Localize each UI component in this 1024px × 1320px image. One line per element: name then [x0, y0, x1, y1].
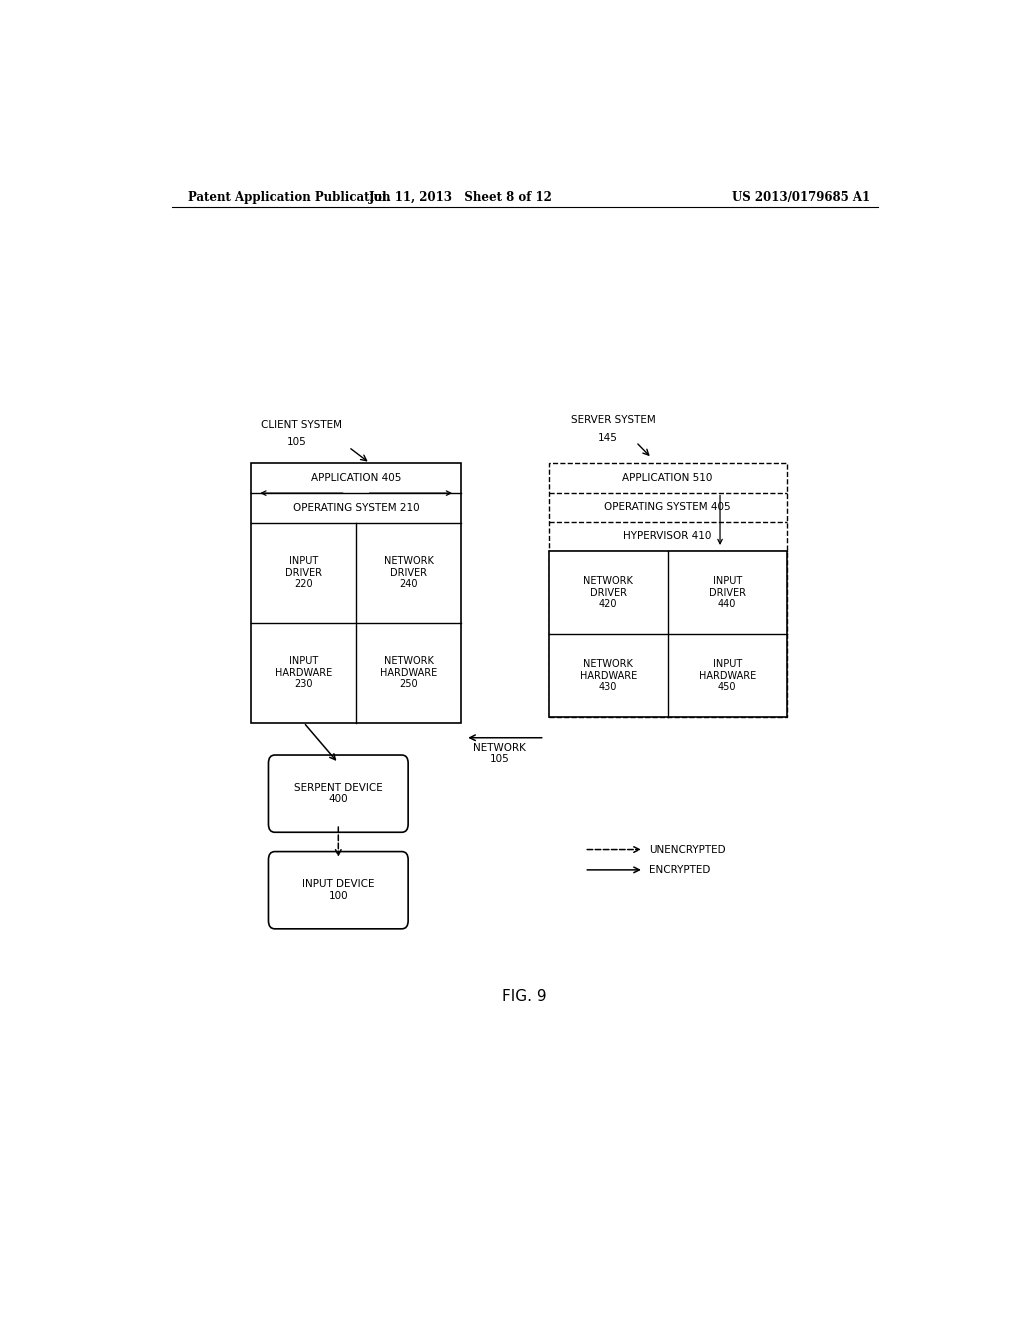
Bar	[549, 463, 786, 718]
Text: UNENCRYPTED: UNENCRYPTED	[649, 845, 726, 854]
Text: INPUT
DRIVER
440: INPUT DRIVER 440	[709, 576, 745, 610]
Text: NETWORK
HARDWARE
430: NETWORK HARDWARE 430	[580, 659, 637, 693]
Text: CLIENT SYSTEM: CLIENT SYSTEM	[261, 420, 342, 430]
FancyBboxPatch shape	[268, 851, 409, 929]
FancyBboxPatch shape	[268, 755, 409, 833]
Text: OPERATING SYSTEM 210: OPERATING SYSTEM 210	[293, 503, 420, 513]
Text: APPLICATION 405: APPLICATION 405	[311, 474, 401, 483]
Text: ENCRYPTED: ENCRYPTED	[649, 865, 711, 875]
Text: NETWORK
DRIVER
240: NETWORK DRIVER 240	[384, 556, 434, 590]
Bar	[549, 550, 786, 718]
Text: NETWORK
DRIVER
420: NETWORK DRIVER 420	[584, 576, 633, 610]
Text: 145: 145	[598, 433, 617, 444]
Text: HYPERVISOR 410: HYPERVISOR 410	[624, 532, 712, 541]
Bar	[251, 463, 461, 722]
Text: APPLICATION 510: APPLICATION 510	[623, 473, 713, 483]
Text: INPUT DEVICE
100: INPUT DEVICE 100	[302, 879, 375, 902]
Text: INPUT
DRIVER
220: INPUT DRIVER 220	[285, 556, 323, 590]
Text: OPERATING SYSTEM 405: OPERATING SYSTEM 405	[604, 502, 731, 512]
Text: NETWORK
105: NETWORK 105	[473, 743, 526, 764]
Text: Jul. 11, 2013   Sheet 8 of 12: Jul. 11, 2013 Sheet 8 of 12	[370, 190, 553, 203]
Text: SERVER SYSTEM: SERVER SYSTEM	[570, 414, 655, 425]
Text: Patent Application Publication: Patent Application Publication	[187, 190, 390, 203]
Text: INPUT
HARDWARE
450: INPUT HARDWARE 450	[698, 659, 756, 693]
Text: INPUT
HARDWARE
230: INPUT HARDWARE 230	[275, 656, 332, 689]
Text: US 2013/0179685 A1: US 2013/0179685 A1	[732, 190, 870, 203]
Text: SERPENT DEVICE
400: SERPENT DEVICE 400	[294, 783, 383, 804]
Text: NETWORK
HARDWARE
250: NETWORK HARDWARE 250	[380, 656, 437, 689]
Text: FIG. 9: FIG. 9	[503, 990, 547, 1005]
Text: 105: 105	[287, 437, 306, 447]
